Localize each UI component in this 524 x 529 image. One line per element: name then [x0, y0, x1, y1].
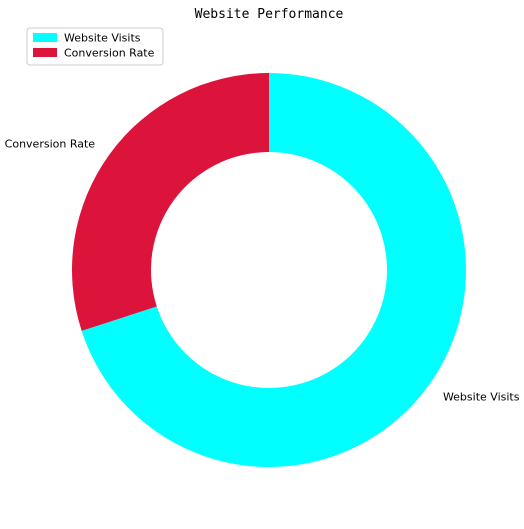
legend-label-conversion-rate: Conversion Rate: [64, 47, 155, 60]
legend-entries: Website Visits Conversion Rate: [33, 32, 155, 60]
slice-labels-group: Website Visits Conversion Rate: [5, 138, 520, 404]
legend-swatch-conversion-rate: [33, 48, 57, 57]
legend: Website Visits Conversion Rate: [26, 27, 164, 66]
legend-swatch-website-visits: [33, 33, 57, 42]
slice-label-website-visits: Website Visits: [443, 390, 520, 403]
slice-label-conversion-rate: Conversion Rate: [5, 138, 96, 151]
chart-title: Website Performance: [195, 7, 344, 22]
slices-group: [71, 73, 466, 468]
slice-conversion-rate: [71, 73, 269, 331]
legend-frame: [26, 27, 164, 66]
slice-website-visits: [81, 73, 466, 468]
legend-label-website-visits: Website Visits: [64, 32, 141, 45]
